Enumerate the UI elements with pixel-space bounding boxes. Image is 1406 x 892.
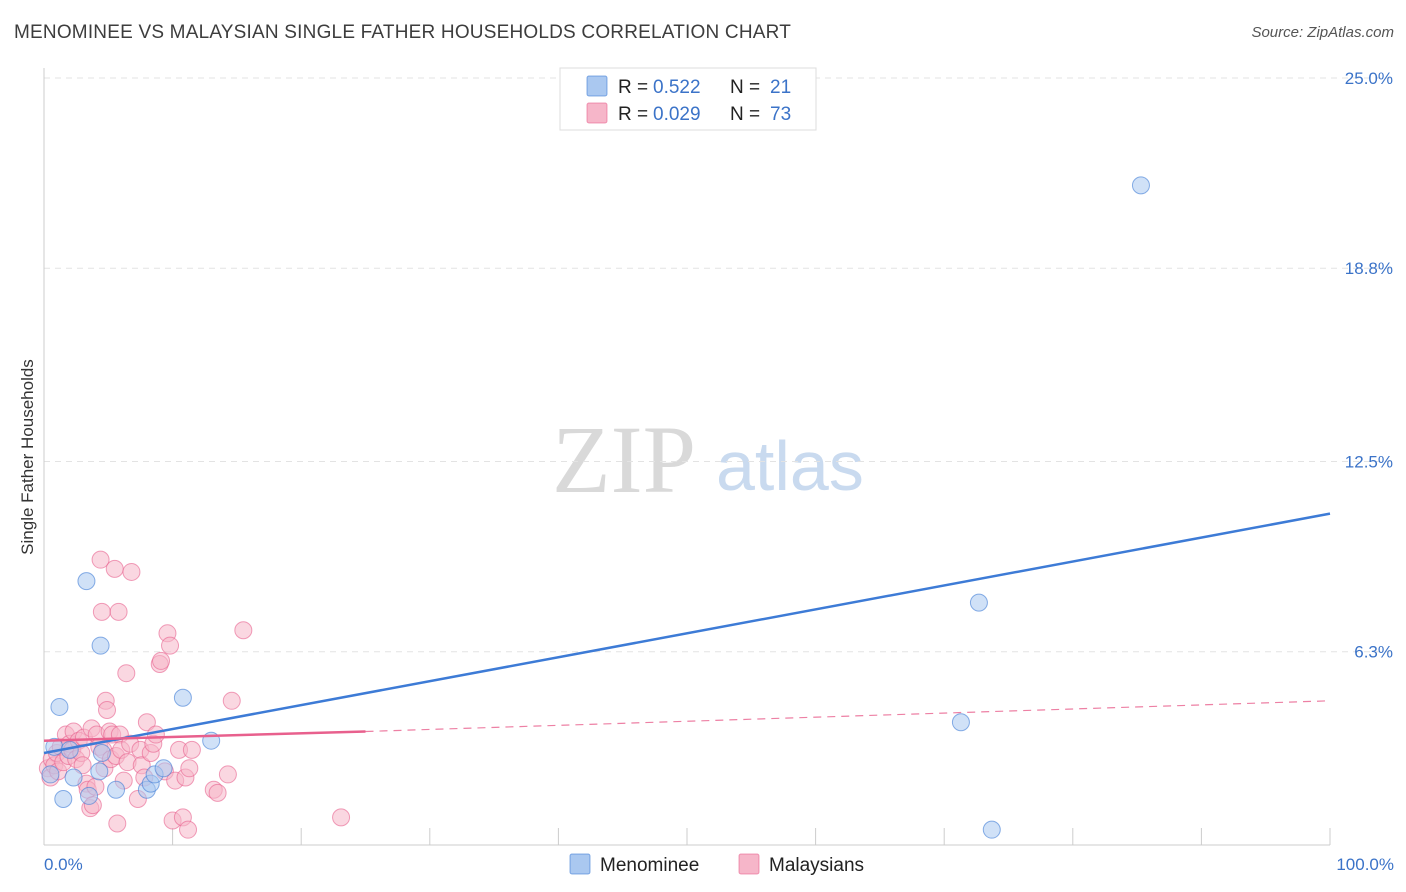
trend-line-malaysians (43, 730, 366, 742)
point-menominee (982, 820, 1001, 839)
legend-top: R = 0.522 N = 21 R = 0.029 N = 73 (559, 67, 817, 131)
y-tick-label: 18.8% (1345, 259, 1393, 278)
legend-r-label-menominee: R = (618, 77, 648, 98)
y-tick-label: 12.5% (1345, 453, 1393, 472)
point-menominee (54, 789, 73, 808)
legend-r-label-malaysians: R = (618, 104, 648, 125)
point-malaysians (122, 562, 141, 581)
x-tick-labels: 0.0% 100.0% (44, 855, 1394, 874)
point-malaysians (73, 756, 92, 775)
point-malaysians (152, 651, 171, 670)
point-menominee (50, 697, 69, 716)
chart-title: MENOMINEE VS MALAYSIAN SINGLE FATHER HOU… (14, 22, 792, 43)
watermark-zip: ZIP (552, 406, 696, 513)
point-malaysians (234, 621, 253, 640)
point-menominee (969, 593, 988, 612)
point-malaysians (109, 602, 128, 621)
point-menominee (90, 762, 109, 781)
y-tick-label: 25.0% (1345, 69, 1393, 88)
point-menominee (77, 572, 96, 591)
point-malaysians (161, 636, 180, 655)
legend-r-value-menominee: 0.522 (653, 77, 701, 98)
point-menominee (951, 713, 970, 732)
point-menominee (154, 759, 173, 778)
point-malaysians (218, 765, 237, 784)
point-menominee (41, 765, 60, 784)
y-axis-title: Single Father Households (18, 359, 37, 555)
point-menominee (107, 780, 126, 799)
legend-n-value-malaysians: 73 (770, 104, 791, 125)
point-malaysians (208, 783, 227, 802)
point-malaysians (98, 701, 117, 720)
legend-n-label-menominee: N = (730, 77, 760, 98)
point-malaysians (105, 559, 124, 578)
legend-swatch-malaysians (586, 102, 608, 124)
point-malaysians (222, 691, 241, 710)
point-malaysians (91, 550, 110, 569)
legend-bottom-label-malaysians: Malaysians (769, 855, 864, 876)
legend-n-value-menominee: 21 (770, 77, 791, 98)
point-menominee (91, 636, 110, 655)
point-malaysians (146, 725, 165, 744)
point-malaysians (117, 664, 136, 683)
point-malaysians (180, 759, 199, 778)
x-tick-label-min: 0.0% (44, 855, 83, 874)
point-malaysians (332, 808, 351, 827)
point-menominee (64, 768, 83, 787)
legend-bottom-swatch-menominee (569, 853, 591, 875)
source-credit: Source: ZipAtlas.com (1251, 24, 1394, 41)
axes (43, 68, 1331, 846)
legend-bottom-swatch-malaysians (738, 853, 760, 875)
point-malaysians (108, 814, 127, 833)
y-tick-label: 6.3% (1354, 643, 1393, 662)
trend-line-malaysians-projection (365, 700, 1331, 733)
watermark-atlas: atlas (716, 427, 864, 505)
point-malaysians (92, 602, 111, 621)
y-tick-labels: 6.3% 12.5% 18.8% 25.0% (1345, 69, 1393, 662)
x-tick-label-max: 100.0% (1336, 855, 1394, 874)
legend-r-value-malaysians: 0.029 (653, 104, 701, 125)
gridlines (44, 77, 1392, 653)
trend-lines (43, 512, 1331, 755)
legend-n-label-malaysians: N = (730, 104, 760, 125)
point-malaysians (137, 713, 156, 732)
watermark: ZIP atlas (552, 406, 864, 513)
legend-bottom-label-menominee: Menominee (600, 855, 699, 876)
point-menominee (1131, 176, 1150, 195)
point-menominee (80, 786, 99, 805)
point-menominee (173, 688, 192, 707)
legend-swatch-menominee (586, 75, 608, 97)
trend-line-menominee (43, 512, 1331, 755)
point-malaysians (182, 740, 201, 759)
point-menominee (92, 743, 111, 762)
legend-bottom: Menominee Malaysians (569, 853, 864, 876)
point-malaysians (179, 820, 198, 839)
